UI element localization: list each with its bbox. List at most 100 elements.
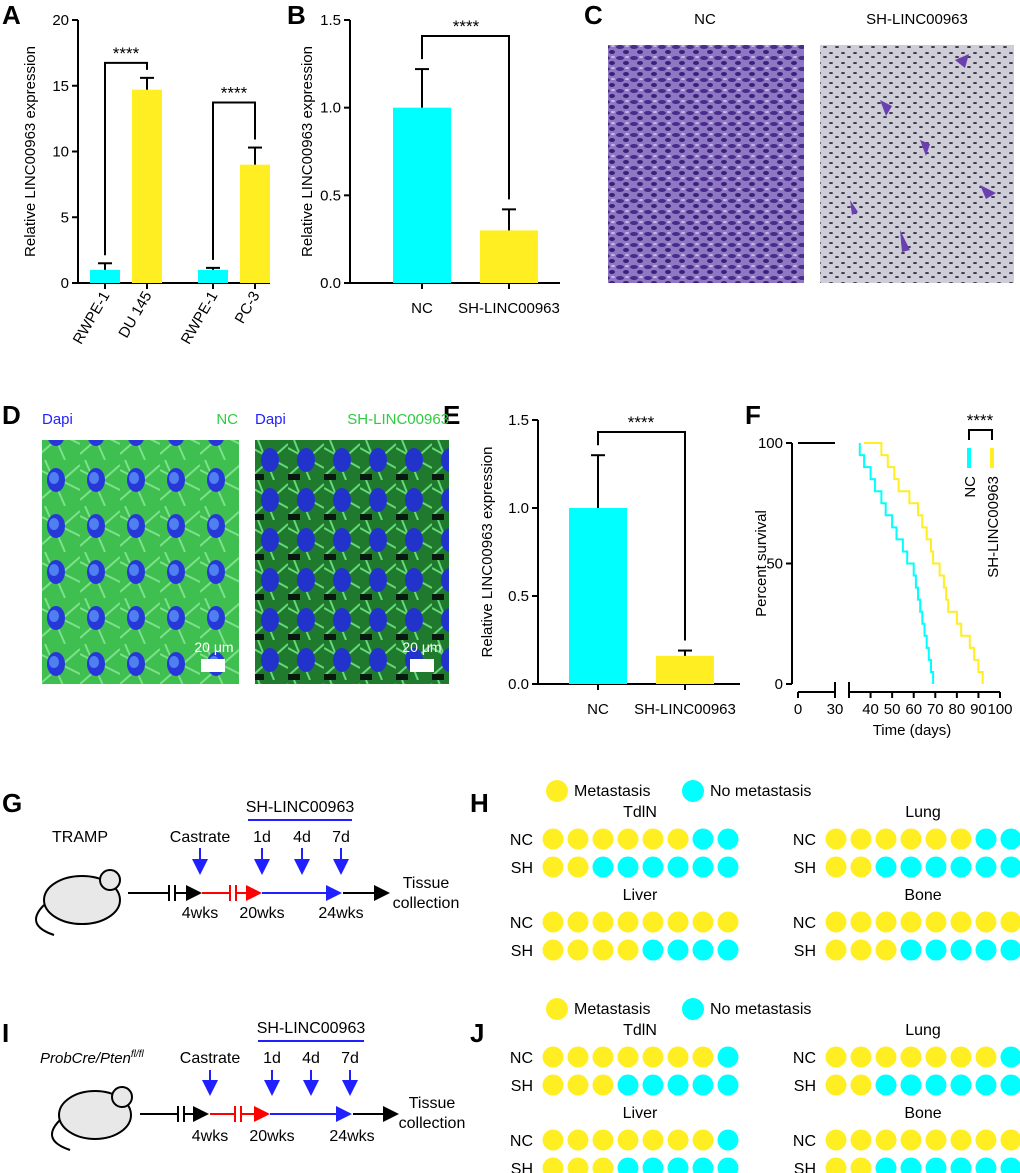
I-treatment: SH-LINC00963 [257, 1020, 366, 1037]
C-image-nc [608, 45, 804, 283]
dot-metastasis [825, 1046, 847, 1068]
y-axis-label: Relative LINC00963 expression [299, 46, 316, 257]
dot-metastasis [567, 1046, 589, 1068]
dot-metastasis [1000, 1129, 1020, 1151]
dot-metastasis [875, 911, 897, 933]
dot-no-metastasis [667, 1074, 689, 1096]
legend-dot-metastasis [546, 780, 568, 802]
row-label: SH [511, 1078, 533, 1095]
G-end-1: Tissue [403, 875, 450, 892]
bar [240, 164, 270, 283]
dot-no-metastasis [667, 856, 689, 878]
significance-label: **** [967, 411, 994, 430]
dot-metastasis [950, 1129, 972, 1151]
dot-metastasis [617, 828, 639, 850]
I-model-main: ProbCre/Pten [40, 1050, 131, 1067]
dot-no-metastasis [900, 939, 922, 961]
x-tick-label: 30 [827, 701, 844, 718]
panel-label-B: B [287, 0, 306, 30]
dot-metastasis [900, 828, 922, 850]
dot-metastasis [875, 939, 897, 961]
dot-metastasis [825, 1074, 847, 1096]
x-tick-label: 70 [927, 701, 944, 718]
dot-metastasis [592, 1046, 614, 1068]
G-mouse-icon [35, 869, 121, 936]
dot-no-metastasis [717, 1129, 739, 1151]
row-label: NC [793, 832, 816, 849]
dot-no-metastasis [717, 1157, 739, 1173]
y-tick-label: 1.0 [508, 500, 529, 517]
metastasis-grid-H: Metastasis No metastasis TdlN NC SH Lung NC SH L… [510, 780, 1020, 961]
y-tick-label: 0 [61, 275, 69, 292]
I-mouse-icon [51, 1086, 133, 1151]
dot-metastasis [617, 911, 639, 933]
dot-metastasis [825, 828, 847, 850]
dot-metastasis [642, 911, 664, 933]
dot-no-metastasis [875, 856, 897, 878]
G-week-4: 4wks [182, 905, 218, 922]
y-tick-label: 1.0 [320, 100, 341, 117]
dot-metastasis [542, 828, 564, 850]
group-title: Liver [623, 1105, 658, 1122]
row-label: NC [793, 915, 816, 932]
dot-no-metastasis [717, 1074, 739, 1096]
dot-no-metastasis [900, 1157, 922, 1173]
dot-no-metastasis [1000, 1157, 1020, 1173]
dot-no-metastasis [875, 1074, 897, 1096]
dot-metastasis [692, 911, 714, 933]
row-label: NC [510, 1050, 533, 1067]
G-day-1: 1d [253, 829, 271, 846]
x-tick-label: NC [587, 701, 609, 718]
row-label: NC [510, 1133, 533, 1150]
legend-label-metastasis: Metastasis [574, 783, 650, 800]
row-label: SH [794, 1078, 816, 1095]
dot-metastasis [592, 828, 614, 850]
survival-curve-nc [858, 443, 935, 684]
dot-metastasis [567, 828, 589, 850]
dot-no-metastasis [692, 1157, 714, 1173]
panel-label-I: I [2, 1018, 9, 1048]
dot-metastasis [567, 1157, 589, 1173]
row-label: SH [511, 860, 533, 877]
dot-metastasis [642, 1046, 664, 1068]
D-image-nc [42, 440, 239, 684]
dot-metastasis [850, 911, 872, 933]
row-label: NC [510, 832, 533, 849]
x-tick-label: RWPE-1 [178, 289, 222, 348]
dot-no-metastasis [717, 828, 739, 850]
G-model: TRAMP [52, 829, 108, 846]
I-timeline: ProbCre/Ptenfl/fl Castrate SH-LINC00963 … [40, 1020, 465, 1151]
dot-no-metastasis [925, 939, 947, 961]
dot-no-metastasis [642, 1074, 664, 1096]
survival-curve-sh [864, 442, 984, 684]
dot-no-metastasis [617, 856, 639, 878]
significance-bracket [597, 431, 686, 641]
legend-label-nc: NC [962, 476, 979, 498]
dot-metastasis [617, 1129, 639, 1151]
dot-metastasis [717, 911, 739, 933]
significance-label: **** [221, 84, 248, 103]
y-tick-label: 0.0 [320, 275, 341, 292]
dot-metastasis [825, 1157, 847, 1173]
y-tick-label: 0.5 [508, 588, 529, 605]
C-label-sh: SH-LINC00963 [866, 11, 968, 28]
dot-metastasis [975, 1129, 997, 1151]
group-title: Lung [905, 804, 941, 821]
x-tick-label: DU 145 [115, 289, 155, 342]
I-day-4: 4d [302, 1050, 320, 1067]
dot-metastasis [592, 1074, 614, 1096]
group-title: TdlN [623, 1022, 657, 1039]
bar [569, 508, 627, 684]
dot-no-metastasis [642, 939, 664, 961]
dot-no-metastasis [975, 856, 997, 878]
y-tick-label: 0 [775, 676, 783, 693]
dot-metastasis [925, 911, 947, 933]
panel-label-C: C [584, 0, 603, 30]
dot-metastasis [542, 1074, 564, 1096]
I-castrate: Castrate [180, 1050, 241, 1067]
dot-metastasis [567, 1129, 589, 1151]
y-tick-label: 15 [52, 78, 69, 95]
x-axis-label: Time (days) [873, 722, 952, 739]
G-treatment: SH-LINC00963 [246, 799, 355, 816]
dot-metastasis [542, 856, 564, 878]
